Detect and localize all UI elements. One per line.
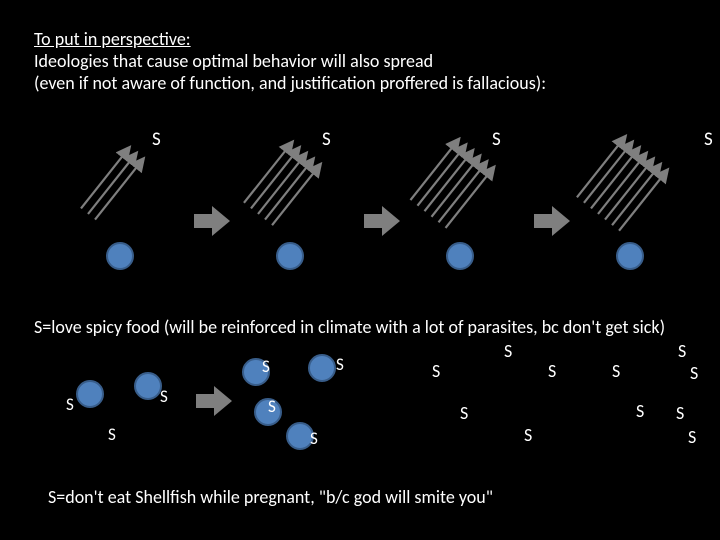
- s-label: S: [336, 354, 344, 375]
- s-label: S: [310, 428, 318, 449]
- ball-icon: [309, 355, 335, 381]
- ball-icon: [447, 243, 473, 269]
- text: (even if not aware of function, and just…: [34, 72, 546, 94]
- s-label: S: [322, 128, 331, 151]
- text: S=love spicy food (will be reinforced in…: [34, 316, 665, 338]
- s-label: S: [492, 128, 501, 151]
- s-label: S: [548, 360, 556, 382]
- text: Ideologies that cause optimal behavior w…: [34, 50, 433, 72]
- s-label: S: [262, 356, 270, 377]
- spread-arrow: [88, 153, 136, 214]
- s-label: S: [704, 128, 713, 151]
- s-label: S: [160, 386, 168, 407]
- big-arrow-icon: [196, 386, 232, 416]
- s-label: S: [460, 402, 468, 424]
- spread-arrow: [95, 159, 143, 220]
- s-label: S: [66, 394, 74, 415]
- ball-icon: [617, 243, 643, 269]
- ball-icon: [107, 243, 133, 269]
- ball-icon: [135, 373, 161, 399]
- s-label: S: [690, 362, 698, 384]
- big-arrow-icon: [364, 206, 400, 236]
- big-arrow-icon: [534, 206, 570, 236]
- s-label: S: [504, 340, 512, 362]
- spread-arrow: [258, 153, 306, 214]
- ball-icon: [77, 381, 103, 407]
- s-label: S: [268, 396, 276, 417]
- s-label: S: [612, 360, 620, 382]
- s-label: S: [432, 360, 440, 382]
- s-label: S: [678, 340, 686, 362]
- text: S=don't eat Shellfish while pregnant, "b…: [48, 486, 493, 508]
- s-label: S: [108, 424, 116, 445]
- s-label: S: [688, 426, 696, 448]
- s-label: S: [676, 402, 684, 424]
- s-label: S: [636, 400, 644, 422]
- spread-arrow: [81, 148, 129, 209]
- big-arrow-icon: [194, 206, 230, 236]
- person-icon: [50, 186, 70, 231]
- ball-icon: [277, 243, 303, 269]
- s-label: S: [524, 424, 532, 446]
- s-label: S: [152, 128, 161, 151]
- text: To put in perspective:: [34, 28, 191, 50]
